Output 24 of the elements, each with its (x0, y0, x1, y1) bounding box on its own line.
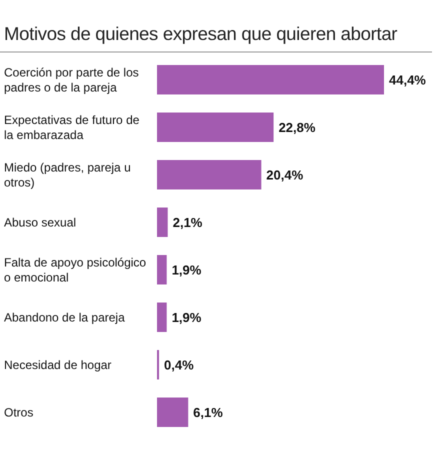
bar (157, 208, 168, 237)
y-tick-label: Miedo (padres, pareja u otros) (4, 160, 131, 190)
data-label: 6,1% (193, 404, 224, 420)
y-tick-label: Coerción por parte de los padres o de la pareja (4, 65, 139, 94)
y-tick-label: Abandono de la pareja (4, 310, 126, 324)
y-tick-label: Expectativas de futuro de la embarazada (4, 112, 140, 142)
y-tick-label: Necesidad de hogar (4, 358, 112, 372)
data-label: 1,9% (172, 262, 202, 278)
y-tick-label: Falta de apoyo psicológico o emocional (4, 255, 146, 284)
bar (157, 112, 274, 142)
chart-title: Motivos de quienes expresan que quieren abortar (4, 23, 398, 44)
y-tick-label: Otros (4, 405, 34, 420)
bar (157, 255, 167, 284)
data-label: 2,1% (172, 214, 203, 230)
bar (157, 160, 262, 190)
y-tick-label: Abuso sexual (4, 215, 76, 230)
data-label: 44,4% (389, 72, 426, 88)
data-label: 0,4% (164, 357, 194, 372)
bar (157, 398, 188, 427)
data-label: 1,9% (172, 310, 202, 325)
bar (157, 302, 167, 332)
data-label: 20,4% (266, 167, 304, 182)
data-label: 22,8% (278, 120, 316, 135)
bar (157, 65, 384, 94)
